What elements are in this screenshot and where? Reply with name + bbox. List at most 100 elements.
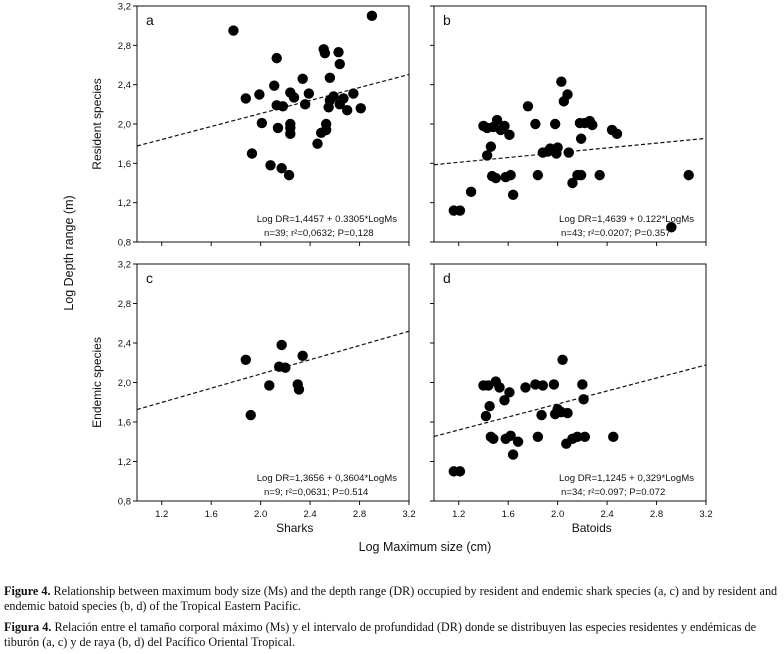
panel-c-ytick-label: 0,8 bbox=[118, 497, 131, 508]
panel-a-data-point bbox=[328, 91, 339, 102]
panel-a-data-point bbox=[355, 103, 366, 114]
panel-a-data-point bbox=[228, 25, 239, 36]
panel-a-ytick-label: 0,8 bbox=[118, 238, 131, 249]
panel-d-data-point bbox=[536, 409, 547, 421]
panel-b-data-point bbox=[488, 121, 499, 133]
panel-a-data-point bbox=[240, 93, 251, 104]
panel-b-data-point bbox=[454, 205, 466, 216]
panel-b-data-point bbox=[530, 118, 541, 130]
panel-c-ytick-label: 2,4 bbox=[118, 339, 131, 350]
panel-d-label: d bbox=[443, 270, 451, 286]
panel-c-ytick-label: 3,2 bbox=[118, 260, 131, 271]
panel-a-row-label: Resident species bbox=[90, 78, 104, 169]
panel-c-xtick-label: 2.0 bbox=[254, 509, 267, 520]
panel-b-data-point bbox=[465, 186, 477, 198]
panel-b: b Log DR=1,4639 + 0.122*LogMs n=43; r²=0.0… bbox=[430, 5, 707, 246]
panel-d-data-point bbox=[480, 410, 492, 422]
panel-a-data-point bbox=[254, 89, 265, 100]
panel-d-data-point bbox=[504, 387, 515, 398]
panel-d-frame bbox=[433, 263, 707, 502]
panel-d-data-point bbox=[505, 430, 516, 442]
panel-c-data-point bbox=[276, 339, 287, 351]
caption-spanish: Figura 4. Relación entre el tamaño corpo… bbox=[4, 620, 780, 649]
panel-c-ytick-label: 1,6 bbox=[118, 418, 131, 429]
panel-d-xtick-label: 2.8 bbox=[650, 509, 663, 520]
panel-d-data-point bbox=[579, 431, 591, 443]
panel-d-xtick-label: 2.4 bbox=[600, 509, 613, 520]
panel-b-data-point bbox=[563, 147, 574, 158]
panel-b-data-point bbox=[611, 128, 623, 140]
panel-b-data-point bbox=[683, 169, 694, 181]
panel-b-data-point bbox=[499, 120, 510, 132]
panel-a-data-point bbox=[366, 10, 378, 22]
panel-c-xtick-label: 2.8 bbox=[353, 509, 366, 520]
panel-a-data-point bbox=[283, 169, 295, 181]
panel-d-xtick-label: 2.0 bbox=[551, 509, 564, 520]
caption-spanish-text: Relación entre el tamaño corporal máximo… bbox=[4, 620, 757, 649]
panel-a-ytick-label: 3,2 bbox=[118, 2, 131, 13]
panel-b-data-point bbox=[587, 119, 598, 131]
panel-d-data-point bbox=[562, 407, 573, 419]
panel-a-equation: Log DR=1,4457 + 0.3305*LogMs bbox=[257, 214, 397, 225]
panel-b-data-point bbox=[556, 76, 567, 87]
panel-a-data-point bbox=[320, 124, 332, 136]
panel-a-data-point bbox=[288, 92, 300, 103]
panel-a-ytick-label: 1,2 bbox=[118, 198, 131, 209]
panel-a-data-point bbox=[297, 73, 308, 84]
panel-c-xtick-label: 1.2 bbox=[155, 509, 168, 520]
panel-d-data-point bbox=[507, 449, 519, 460]
panel-c-xtick-label: 1.6 bbox=[205, 509, 218, 520]
panel-d-xtick-label: 1.6 bbox=[502, 509, 515, 520]
panel-b-stats: n=43; r²=0.0207; P=0.357 bbox=[561, 228, 671, 239]
panel-d-xtick-label: 3.2 bbox=[699, 509, 712, 520]
column-label-sharks: Sharks bbox=[276, 521, 313, 535]
panel-a-data-point bbox=[334, 58, 345, 70]
panel-a-data-point bbox=[285, 128, 296, 140]
panel-c-xtick-label: 2.4 bbox=[303, 509, 316, 520]
x-axis-title: Log Maximum size (cm) bbox=[359, 540, 492, 554]
panel-c-data-point bbox=[280, 362, 291, 373]
panel-d-data-point bbox=[499, 395, 510, 406]
panel-d-data-point bbox=[488, 433, 499, 444]
panel-a-label: a bbox=[146, 12, 154, 28]
panel-b-data-point bbox=[481, 150, 493, 161]
panel-b-data-point bbox=[549, 118, 561, 130]
panel-a-data-point bbox=[324, 72, 336, 83]
panel-c-stats: n=9; r²=0,0631; P=0.514 bbox=[264, 487, 369, 498]
panel-a-ytick-label: 2,8 bbox=[118, 41, 131, 52]
panel-c-data-point bbox=[293, 384, 305, 395]
panel-b-data-point bbox=[504, 129, 515, 141]
panel-b-data-point bbox=[567, 177, 578, 189]
panel-b-data-point bbox=[562, 89, 573, 100]
panel-b-label: b bbox=[443, 12, 451, 28]
panel-a-stats: n=39; r²=0,0632; P=0,128 bbox=[264, 228, 374, 239]
panel-d-data-point bbox=[578, 394, 589, 405]
panel-a-data-point bbox=[277, 101, 289, 112]
panel-d-data-point bbox=[520, 382, 531, 393]
panel-d-equation: Log DR=1,1245 + 0,329*LogMs bbox=[559, 473, 694, 484]
panel-b-data-point bbox=[666, 222, 677, 233]
panel-d-data-point bbox=[557, 354, 568, 365]
panel-d: d 1.2 1.6 2.0 2.4 2.8 3.2 Log DR=1,1245 + 0,329… bbox=[430, 263, 713, 520]
panel-b-data-point bbox=[505, 169, 516, 181]
panel-a-frame bbox=[136, 5, 410, 243]
panel-a-data-point bbox=[338, 93, 349, 104]
panel-a-data-point bbox=[348, 88, 359, 99]
panel-b-data-point bbox=[522, 101, 534, 112]
panel-c-regression-line bbox=[136, 330, 410, 411]
panel-d-xtick-label: 1.2 bbox=[452, 509, 465, 520]
panel-a-data-point bbox=[271, 52, 282, 64]
panel-b-data-point bbox=[594, 169, 605, 181]
panel-c-ytick-label: 2,0 bbox=[118, 378, 131, 389]
panel-d-stats: n=34; r²=0.097; P=0.072 bbox=[561, 487, 665, 498]
panel-d-data-point bbox=[548, 379, 560, 390]
panel-d-data-point bbox=[608, 431, 619, 443]
panel-b-data-point bbox=[507, 189, 519, 200]
panel-d-data-point bbox=[532, 431, 544, 443]
caption-english-label: Figure 4. bbox=[4, 584, 51, 598]
panel-c-data-point bbox=[245, 409, 256, 421]
panel-d-data-point bbox=[567, 433, 578, 444]
panel-b-data-point bbox=[490, 172, 502, 184]
panel-b-data-point bbox=[575, 169, 587, 181]
figure-panels: a 0,8 1,2 1,6 2,0 2,4 2,8 3,2 Resident species Lo… bbox=[62, 2, 713, 555]
